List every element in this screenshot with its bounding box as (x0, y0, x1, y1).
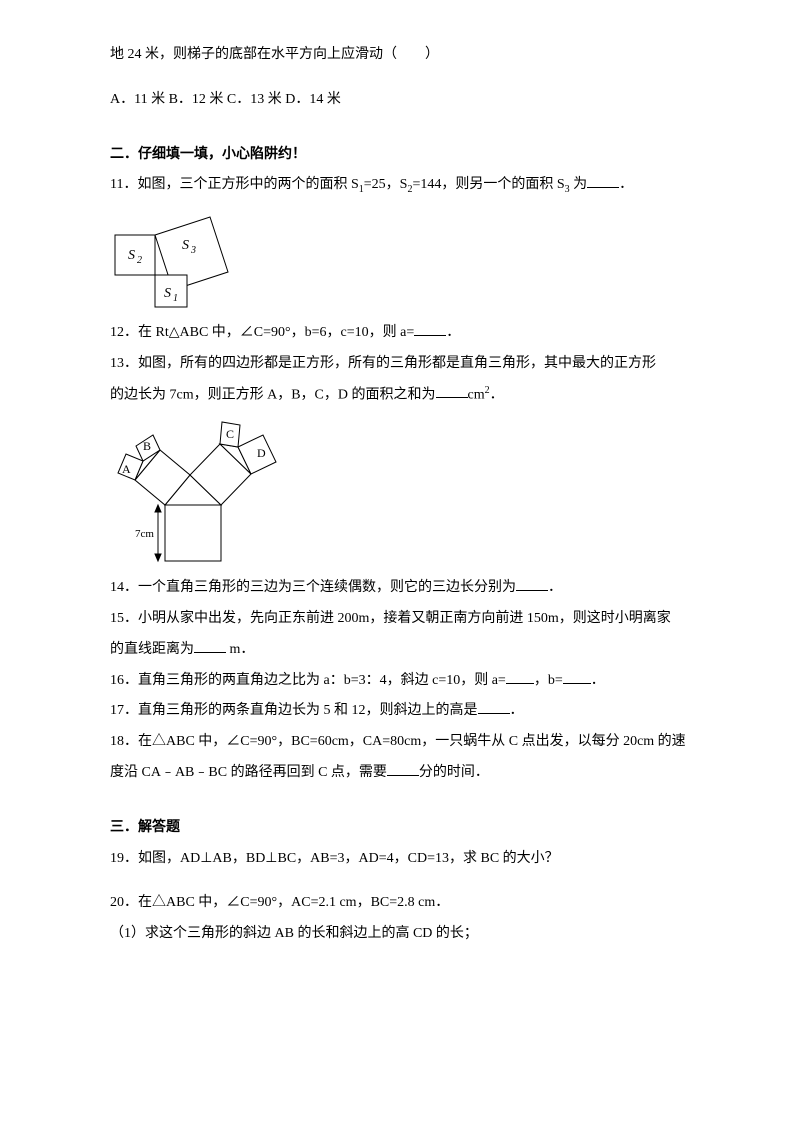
q14: 14．一个直角三角形的三边为三个连续偶数，则它的三边长分别为． (110, 573, 690, 604)
q20-l2: （1）求这个三角形的斜边 AB 的长和斜边上的高 CD 的长； (110, 919, 690, 950)
svg-text:A: A (122, 462, 131, 476)
figure-q11: S2 S3 S1 (110, 207, 250, 312)
q13-l2: 的边长为 7cm，则正方形 A，B，C，D 的面积之和为cm2． (110, 380, 690, 411)
q16: 16．直角三角形的两直角边之比为 a：b=3：4，斜边 c=10，则 a=，b=… (110, 666, 690, 697)
svg-text:7cm: 7cm (135, 528, 154, 540)
figure-q13: A B C D 7cm (110, 417, 285, 567)
svg-text:S: S (128, 248, 135, 263)
q10-options: A．11 米 B．12 米 C．13 米 D．14 米 (110, 85, 690, 116)
section2-title: 二．仔细填一填，小心陷阱约！ (110, 140, 690, 171)
svg-text:C: C (226, 427, 234, 441)
section3-title: 三．解答题 (110, 813, 690, 844)
q18-l2: 度沿 CA﹣AB﹣BC 的路径再回到 C 点，需要分的时间． (110, 758, 690, 789)
q12: 12．在 Rt△ABC 中，∠C=90°，b=6，c=10，则 a=． (110, 318, 690, 349)
svg-text:S: S (164, 286, 171, 301)
q17: 17．直角三角形的两条直角边长为 5 和 12，则斜边上的高是． (110, 696, 690, 727)
svg-text:S: S (182, 238, 189, 253)
q18-l1: 18．在△ABC 中，∠C=90°，BC=60cm，CA=80cm，一只蜗牛从 … (110, 727, 690, 758)
q10-tail: 地 24 米，则梯子的底部在水平方向上应滑动（ ） (110, 40, 690, 71)
svg-text:2: 2 (137, 255, 142, 266)
q15-l1: 15．小明从家中出发，先向正东前进 200m，接着又朝正南方向前进 150m，则… (110, 604, 690, 635)
svg-text:B: B (143, 439, 151, 453)
q20-l1: 20．在△ABC 中，∠C=90°，AC=2.1 cm，BC=2.8 cm． (110, 888, 690, 919)
q13-l1: 13．如图，所有的四边形都是正方形，所有的三角形都是直角三角形，其中最大的正方形 (110, 349, 690, 380)
svg-text:1: 1 (173, 293, 178, 304)
svg-text:D: D (257, 446, 266, 460)
q11: 11．如图，三个正方形中的两个的面积 S1=25，S2=144，则另一个的面积 … (110, 170, 690, 201)
q19: 19．如图，AD⊥AB，BD⊥BC，AB=3，AD=4，CD=13，求 BC 的… (110, 844, 690, 875)
q15-l2: 的直线距离为 m． (110, 635, 690, 666)
svg-text:3: 3 (190, 245, 196, 256)
